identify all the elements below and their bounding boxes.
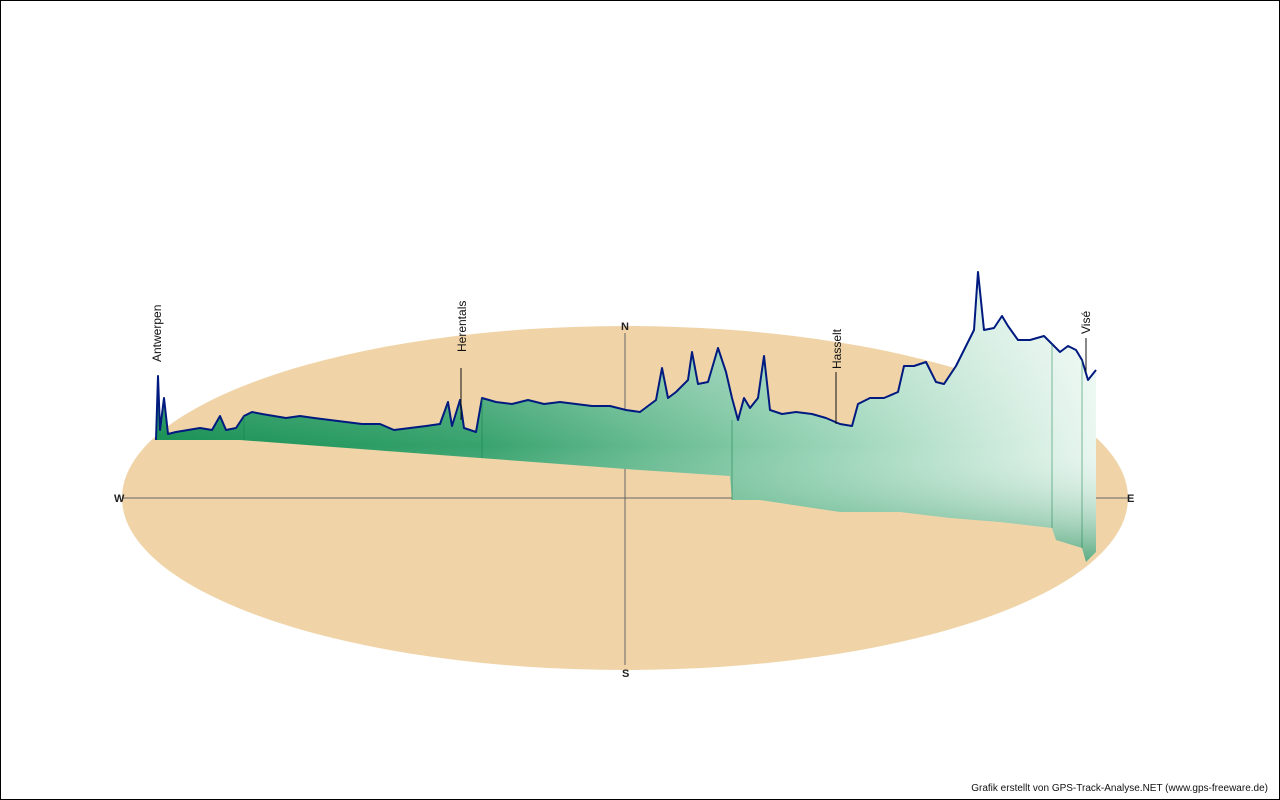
place-label-antwerpen: Antwerpen <box>150 305 164 362</box>
place-label-hasselt: Hasselt <box>830 328 844 369</box>
credit-text: Grafik erstellt von GPS-Track-Analyse.NE… <box>971 783 1268 794</box>
compass-east: E <box>1127 493 1134 505</box>
profile-spike-group <box>243 344 1083 548</box>
compass-north: N <box>621 321 629 333</box>
profile-line <box>155 271 1097 441</box>
place-label-vise: Visé <box>1079 311 1093 334</box>
compass-west: W <box>114 493 125 505</box>
profile-fill-group <box>156 272 1096 562</box>
place-label-herentals: Herentals <box>455 301 469 352</box>
profile-fill-shade <box>156 272 1096 562</box>
compass-south: S <box>622 668 629 680</box>
